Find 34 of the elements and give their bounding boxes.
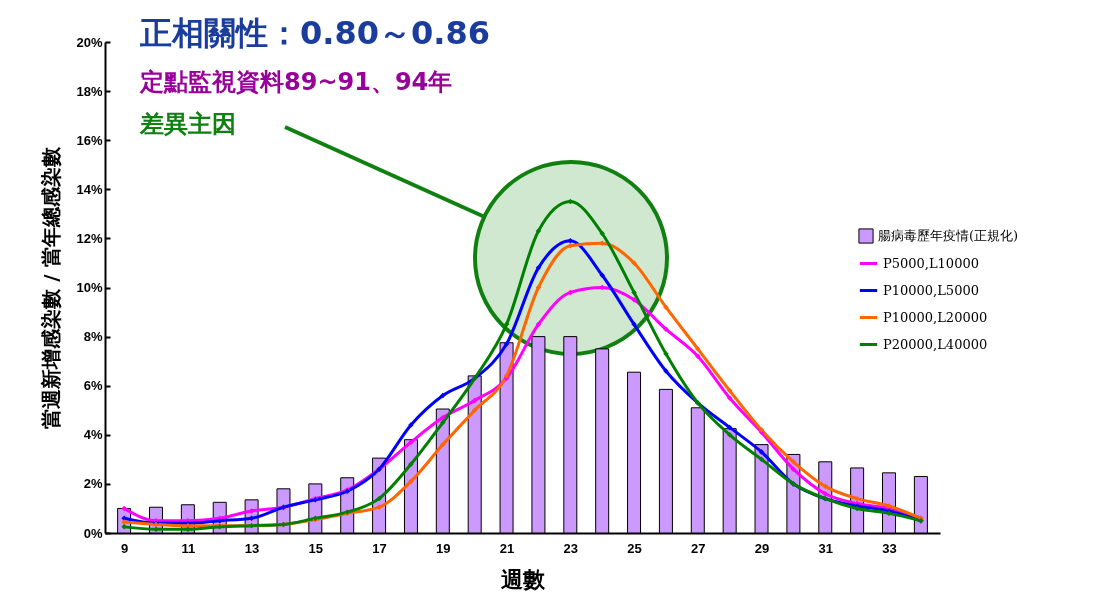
y-tick-label: 12%	[76, 230, 103, 246]
x-tick-label: 33	[882, 540, 897, 556]
legend-label: P20000,L40000	[883, 336, 988, 352]
y-axis-title: 當週新增感染數 / 當年總感染數	[39, 146, 64, 429]
y-tick-label: 2%	[83, 476, 103, 492]
y-tick-label: 0%	[83, 525, 103, 541]
x-tick-label: 11	[181, 540, 196, 556]
legend-label: 腸病毒歷年疫情(正規化)	[878, 228, 1019, 243]
y-tick-label: 4%	[83, 427, 103, 443]
y-tick-label: 18%	[76, 83, 103, 99]
x-tick-label: 27	[691, 540, 706, 556]
x-tick-label: 17	[372, 540, 387, 556]
legend-label: P5000,L10000	[883, 255, 979, 271]
y-tick-label: 20%	[76, 34, 103, 50]
legend-label: P10000,L5000	[883, 282, 979, 298]
y-tick-label: 6%	[83, 378, 103, 394]
x-tick-label: 9	[121, 540, 129, 556]
x-tick-label: 19	[436, 540, 451, 556]
y-tick-label: 8%	[83, 329, 103, 345]
x-tick-label: 21	[499, 540, 515, 556]
x-tick-label: 13	[244, 540, 260, 556]
y-tick-label: 14%	[76, 181, 103, 197]
legend-label: P10000,L20000	[883, 309, 988, 325]
x-tick-label: 23	[563, 540, 579, 556]
x-tick-label: 15	[308, 540, 324, 556]
x-tick-label: 29	[754, 540, 770, 556]
x-axis-title: 週數	[501, 566, 546, 592]
annotation: 差異主因	[140, 109, 236, 140]
x-tick-label: 25	[627, 540, 642, 556]
chart-title: 正相關性：0.80～0.86	[140, 13, 490, 54]
x-tick-label: 31	[818, 540, 833, 556]
y-tick-label: 16%	[76, 132, 103, 148]
y-tick-label: 10%	[76, 280, 103, 295]
text: 定點監視資料89~91、94年	[140, 67, 453, 98]
